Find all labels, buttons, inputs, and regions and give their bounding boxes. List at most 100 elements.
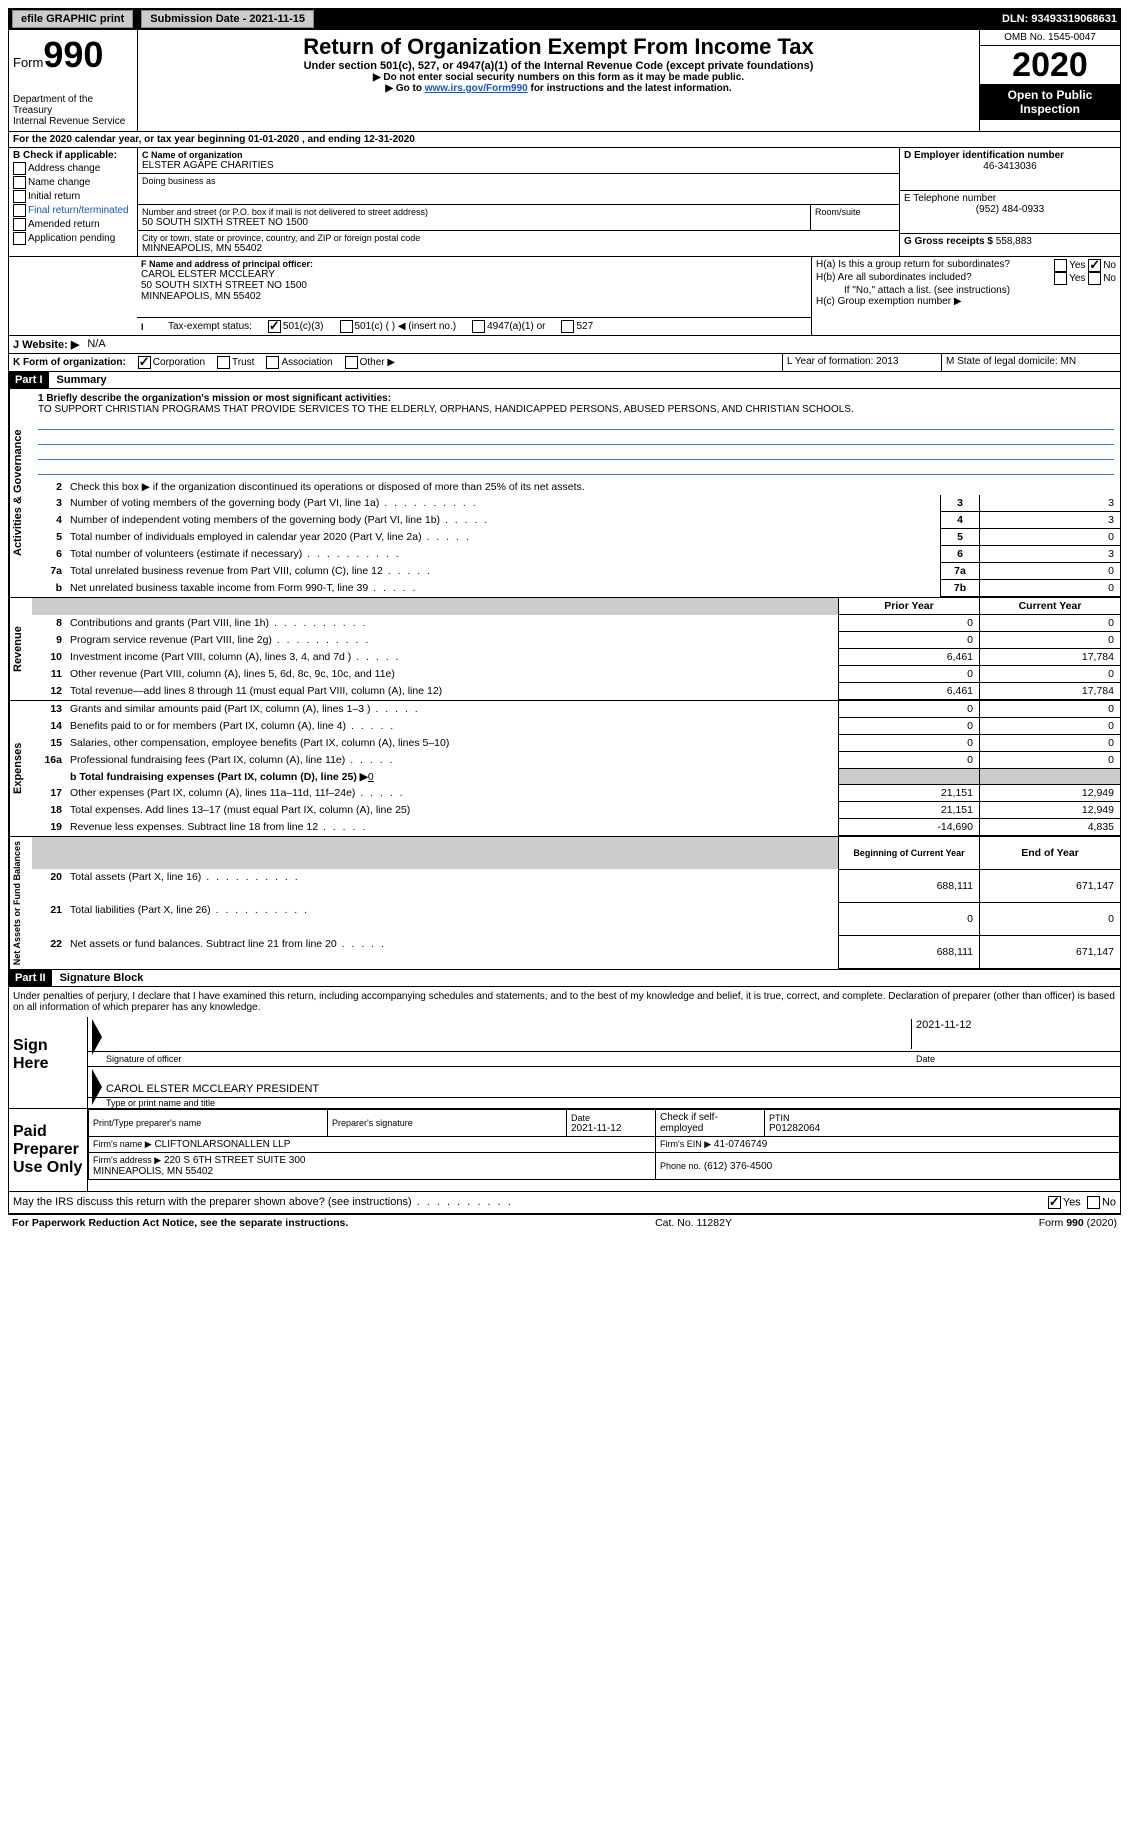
phone-value: (952) 484-0933 <box>904 204 1116 215</box>
tax-year: 2020 <box>980 46 1120 84</box>
check-pending[interactable]: Application pending <box>13 232 133 245</box>
submission-button[interactable]: Submission Date - 2021-11-15 <box>141 10 314 28</box>
part1-title: Summary <box>49 374 107 386</box>
irs-link[interactable]: www.irs.gov/Form990 <box>425 83 528 94</box>
room-label: Room/suite <box>815 207 895 217</box>
expenses-table: 13Grants and similar amounts paid (Part … <box>32 701 1120 836</box>
line2-text: Check this box ▶ if the organization dis… <box>70 481 585 493</box>
blank-line <box>38 445 1114 460</box>
table-row: Print/Type preparer's name Preparer's si… <box>89 1110 1120 1137</box>
ha-no[interactable] <box>1088 259 1101 272</box>
table-row: 17Other expenses (Part IX, column (A), l… <box>32 785 1120 802</box>
k-trust[interactable]: Trust <box>217 356 254 369</box>
box-l: L Year of formation: 2013 <box>783 354 942 371</box>
table-row: 15Salaries, other compensation, employee… <box>32 735 1120 752</box>
table-row: 9Program service revenue (Part VIII, lin… <box>32 632 1120 649</box>
firm-addr-label: Firm's address ▶ <box>93 1155 161 1165</box>
fh-spacer <box>9 257 137 335</box>
box-m: M State of legal domicile: MN <box>942 354 1120 371</box>
f-label: F Name and address of principal officer: <box>141 259 807 269</box>
website: N/A <box>83 336 109 353</box>
k-other[interactable]: Other ▶ <box>345 356 395 369</box>
type-name-label: Type or print name and title <box>88 1098 1120 1108</box>
opt-501c[interactable]: 501(c) ( ) ◀ (insert no.) <box>340 320 457 333</box>
firm-name-label: Firm's name ▶ <box>93 1139 152 1149</box>
table-row: 8Contributions and grants (Part VIII, li… <box>32 615 1120 632</box>
check-initial[interactable]: Initial return <box>13 190 133 203</box>
table-row: 13Grants and similar amounts paid (Part … <box>32 701 1120 718</box>
table-row: Firm's address ▶ 220 S 6TH STREET SUITE … <box>89 1153 1120 1180</box>
date-label: Date <box>916 1054 1116 1064</box>
line16b-val: 0 <box>368 771 374 783</box>
check-final[interactable]: Final return/terminated <box>13 204 133 217</box>
street-label: Number and street (or P.O. box if mail i… <box>142 207 806 217</box>
dba-label: Doing business as <box>142 176 895 186</box>
dln-text: DLN: 93493319068631 <box>1002 13 1117 25</box>
note2: ▶ Go to www.irs.gov/Form990 for instruct… <box>146 83 971 94</box>
revenue-section: Revenue Prior YearCurrent Year 8Contribu… <box>8 598 1121 701</box>
firm-name: CLIFTONLARSONALLEN LLP <box>154 1139 290 1150</box>
ha-yes[interactable] <box>1054 259 1067 272</box>
hb-label: H(b) Are all subordinates included? <box>816 272 972 285</box>
discuss-text: May the IRS discuss this return with the… <box>13 1196 1048 1209</box>
check-name[interactable]: Name change <box>13 176 133 189</box>
table-row: b Total fundraising expenses (Part IX, c… <box>32 769 1120 785</box>
hb-no[interactable] <box>1088 272 1101 285</box>
opt-4947[interactable]: 4947(a)(1) or <box>472 320 545 333</box>
officer-addr2: MINNEAPOLIS, MN 55402 <box>141 291 807 302</box>
hb-yes[interactable] <box>1054 272 1067 285</box>
vlabel-net: Net Assets or Fund Balances <box>9 837 32 969</box>
table-row: Prior YearCurrent Year <box>32 598 1120 615</box>
ptin-label: PTIN <box>769 1113 1115 1123</box>
table-row: Firm's name ▶ CLIFTONLARSONALLEN LLP Fir… <box>89 1137 1120 1153</box>
discuss-yes[interactable] <box>1048 1196 1061 1209</box>
box-b: B Check if applicable: Address change Na… <box>9 148 138 256</box>
opt-501c3[interactable]: 501(c)(3) <box>268 320 324 333</box>
table-row: 22Net assets or fund balances. Subtract … <box>32 936 1120 969</box>
discuss-row: May the IRS discuss this return with the… <box>9 1191 1120 1213</box>
check-address[interactable]: Address change <box>13 162 133 175</box>
table-row: 7aTotal unrelated business revenue from … <box>32 563 1120 580</box>
part1-header: Part I <box>9 372 49 388</box>
k-corp[interactable]: Corporation <box>138 356 205 369</box>
check-self[interactable]: Check if self-employed <box>660 1112 718 1134</box>
prep-date: 2021-11-12 <box>571 1123 651 1134</box>
efile-button[interactable]: efile GRAPHIC print <box>12 10 133 28</box>
form-990: 990 <box>43 34 103 75</box>
hc-label: H(c) Group exemption number ▶ <box>816 296 1116 307</box>
sig-officer-label: Signature of officer <box>92 1054 916 1064</box>
table-row: 5Total number of individuals employed in… <box>32 529 1120 546</box>
part2-title: Signature Block <box>52 972 144 984</box>
k-label: K Form of organization: <box>13 357 126 368</box>
k-assoc[interactable]: Association <box>266 356 332 369</box>
discuss-no[interactable] <box>1087 1196 1100 1209</box>
firm-ein: 41-0746749 <box>714 1139 767 1150</box>
governance-table: 2Check this box ▶ if the organization di… <box>32 479 1120 597</box>
table-row: 20Total assets (Part X, line 16)688,1116… <box>32 869 1120 902</box>
netassets-section: Net Assets or Fund Balances Beginning of… <box>8 837 1121 970</box>
table-row: bNet unrelated business taxable income f… <box>32 580 1120 597</box>
table-row: 6Total number of volunteers (estimate if… <box>32 546 1120 563</box>
i-label: Tax-exempt status: <box>168 321 252 332</box>
part2-header: Part II <box>9 970 52 986</box>
line-a: For the 2020 calendar year, or tax year … <box>8 132 1121 148</box>
officer-addr1: 50 SOUTH SIXTH STREET NO 1500 <box>141 280 807 291</box>
table-row: 3Number of voting members of the governi… <box>32 495 1120 512</box>
preparer-table: Print/Type preparer's name Preparer's si… <box>88 1109 1120 1180</box>
box-h: H(a) Is this a group return for subordin… <box>812 257 1120 335</box>
footer-mid: Cat. No. 11282Y <box>655 1217 732 1229</box>
check-amended[interactable]: Amended return <box>13 218 133 231</box>
note2-post: for instructions and the latest informat… <box>528 83 732 94</box>
klm-row: K Form of organization: Corporation Trus… <box>8 354 1121 372</box>
opt-527[interactable]: 527 <box>561 320 593 333</box>
signature-block: Under penalties of perjury, I declare th… <box>8 987 1121 1214</box>
part2-header-row: Part II Signature Block <box>8 970 1121 987</box>
expenses-section: Expenses 13Grants and similar amounts pa… <box>8 701 1121 837</box>
table-row: 14Benefits paid to or for members (Part … <box>32 718 1120 735</box>
dept-text: Department of the Treasury Internal Reve… <box>13 94 133 127</box>
fh-row: F Name and address of principal officer:… <box>8 257 1121 336</box>
city-label: City or town, state or province, country… <box>142 233 895 243</box>
table-row: 4Number of independent voting members of… <box>32 512 1120 529</box>
j-label: J Website: ▶ <box>9 336 83 353</box>
box-deg: D Employer identification number 46-3413… <box>899 148 1120 256</box>
